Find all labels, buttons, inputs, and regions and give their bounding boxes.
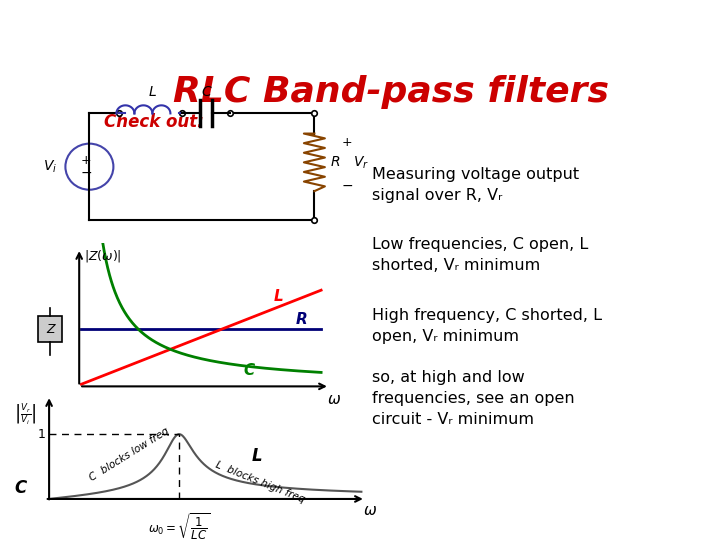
Text: Z: Z — [46, 322, 55, 335]
Text: $\left|\frac{V_r}{V_i}\right|$: $\left|\frac{V_r}{V_i}\right|$ — [14, 403, 37, 427]
Text: L: L — [274, 289, 284, 304]
Text: $V_i$: $V_i$ — [43, 158, 58, 175]
Text: High frequency, C shorted, L
open, Vᵣ minimum: High frequency, C shorted, L open, Vᵣ mi… — [372, 308, 602, 344]
Text: C: C — [15, 479, 27, 497]
Text: $\omega_0 = \sqrt{\dfrac{1}{LC}}$: $\omega_0 = \sqrt{\dfrac{1}{LC}}$ — [148, 512, 210, 540]
Text: C: C — [243, 363, 255, 378]
Text: L: L — [148, 85, 156, 99]
Text: RLC Band-pass filters: RLC Band-pass filters — [174, 75, 609, 109]
Text: 1: 1 — [37, 428, 45, 441]
Text: C: C — [202, 85, 211, 99]
Text: R: R — [331, 156, 341, 170]
Text: +: + — [342, 136, 353, 148]
Text: R: R — [295, 312, 307, 327]
Text: Low frequencies, C open, L
shorted, Vᵣ minimum: Low frequencies, C open, L shorted, Vᵣ m… — [372, 238, 588, 273]
Text: L: L — [252, 447, 263, 465]
Text: Measuring voltage output
signal over R, Vᵣ: Measuring voltage output signal over R, … — [372, 167, 579, 202]
Bar — [38, 316, 62, 342]
Text: $V_r$: $V_r$ — [354, 154, 369, 171]
Text: C  blocks low freq: C blocks low freq — [88, 426, 171, 483]
Text: Check out:: Check out: — [104, 113, 204, 131]
Text: $|Z(\omega)|$: $|Z(\omega)|$ — [84, 248, 121, 264]
Text: +: + — [81, 154, 91, 167]
Text: $\omega$: $\omega$ — [363, 503, 377, 518]
Text: so, at high and low
frequencies, see an open
circuit - Vᵣ minimum: so, at high and low frequencies, see an … — [372, 370, 575, 428]
Text: $\omega$: $\omega$ — [327, 392, 341, 407]
Text: L  blocks high freq: L blocks high freq — [214, 460, 306, 505]
Text: −: − — [81, 165, 92, 179]
Text: −: − — [341, 178, 354, 192]
